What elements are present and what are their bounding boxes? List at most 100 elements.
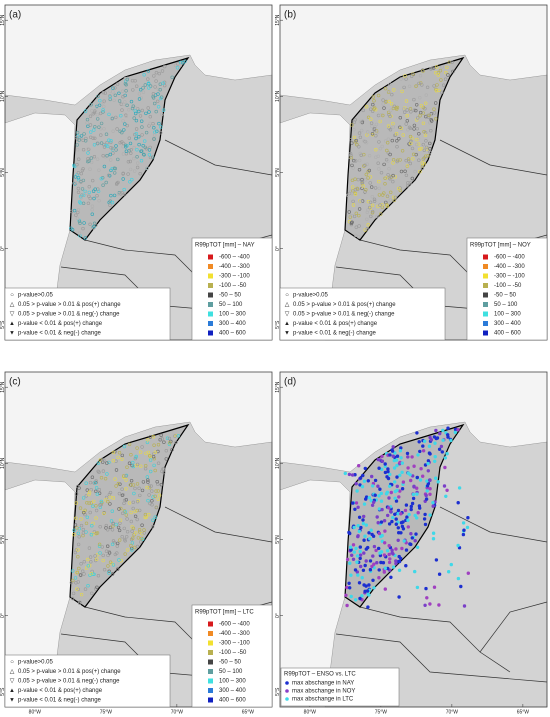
station-marker	[153, 133, 157, 137]
station-marker	[377, 466, 381, 470]
station-marker	[167, 442, 172, 446]
station-marker	[113, 552, 118, 557]
station-marker	[423, 154, 428, 158]
station-marker	[83, 587, 88, 591]
station-marker	[76, 555, 80, 559]
station-marker	[157, 121, 161, 126]
station-marker	[362, 551, 366, 555]
station-marker	[91, 572, 95, 576]
station-marker	[103, 91, 108, 95]
station-marker	[415, 516, 419, 520]
station-marker	[399, 169, 404, 174]
station-marker	[100, 545, 105, 549]
station-marker	[94, 516, 98, 520]
station-marker	[370, 124, 374, 129]
station-marker	[137, 142, 141, 147]
station-marker	[118, 129, 122, 134]
station-marker	[82, 510, 86, 515]
station-marker	[418, 506, 422, 510]
station-marker	[361, 108, 365, 113]
station-marker	[432, 111, 437, 115]
station-marker	[158, 87, 162, 92]
station-marker	[370, 132, 375, 136]
station-marker	[404, 99, 409, 103]
station-marker	[82, 572, 86, 576]
station-marker	[428, 602, 432, 606]
station-marker	[423, 522, 428, 527]
station-marker	[391, 179, 395, 184]
station-marker	[421, 474, 425, 478]
station-marker	[376, 546, 381, 551]
station-marker	[102, 142, 106, 147]
station-marker	[349, 155, 354, 160]
station-marker	[439, 78, 443, 82]
station-marker	[82, 560, 87, 564]
station-marker	[146, 77, 150, 81]
station-marker	[431, 537, 436, 541]
station-marker	[133, 456, 138, 461]
station-marker	[128, 159, 133, 164]
station-marker	[396, 512, 400, 516]
station-marker	[95, 553, 100, 557]
lat-tick-label: 0°	[275, 613, 281, 618]
station-marker	[148, 501, 152, 506]
station-marker	[421, 157, 426, 161]
station-marker	[383, 566, 388, 570]
station-marker	[144, 130, 149, 135]
legend-swatch	[208, 669, 213, 674]
station-marker	[380, 144, 384, 149]
map-panel: (a)15°N 10°N 5°N 0° 5°S R99pTOT [mm] – NAY -60…	[0, 4, 273, 341]
station-marker	[152, 456, 157, 461]
station-marker	[170, 448, 174, 452]
legend-label: -100 – -50	[494, 283, 522, 289]
station-marker	[386, 89, 391, 93]
station-marker	[99, 141, 104, 145]
station-marker	[372, 197, 377, 202]
station-marker	[99, 475, 104, 480]
station-marker	[158, 82, 163, 86]
station-marker	[148, 114, 153, 119]
station-marker	[370, 484, 375, 488]
station-marker	[161, 81, 165, 85]
station-marker	[425, 489, 429, 493]
station-marker	[348, 561, 352, 565]
station-marker	[127, 501, 132, 505]
station-marker	[408, 134, 413, 139]
lat-tick-label: 5°S	[0, 687, 6, 696]
station-marker	[85, 515, 90, 520]
station-marker	[139, 540, 143, 544]
legend-symbol: ▼	[284, 331, 290, 337]
legend-symbol: △	[285, 302, 290, 308]
station-marker	[134, 118, 139, 123]
legend-label: -600 – -400	[494, 255, 525, 261]
station-marker	[428, 452, 432, 456]
station-marker	[143, 512, 148, 517]
station-marker	[426, 469, 431, 473]
station-marker	[401, 107, 406, 111]
station-marker	[137, 528, 142, 532]
station-marker	[378, 146, 383, 151]
station-marker	[353, 159, 358, 163]
station-marker	[434, 428, 438, 433]
station-marker	[92, 226, 96, 230]
station-marker	[107, 112, 111, 117]
station-marker	[147, 486, 152, 490]
station-marker	[156, 489, 160, 493]
station-marker	[354, 501, 359, 505]
station-marker	[380, 507, 384, 512]
station-marker	[81, 531, 86, 535]
lat-tick-label: 5°N	[0, 535, 6, 544]
station-marker	[88, 555, 93, 559]
station-marker	[426, 154, 430, 158]
station-marker	[71, 591, 76, 596]
legend-swatch	[208, 311, 213, 317]
station-marker	[132, 156, 136, 161]
station-marker	[176, 62, 180, 66]
station-marker	[114, 144, 118, 148]
station-marker	[89, 571, 93, 576]
station-marker	[363, 534, 367, 538]
legend-label: p-value < 0.01 & pos(+) change	[18, 688, 103, 694]
station-marker	[357, 213, 361, 218]
station-marker	[155, 129, 159, 134]
station-marker	[387, 484, 392, 489]
